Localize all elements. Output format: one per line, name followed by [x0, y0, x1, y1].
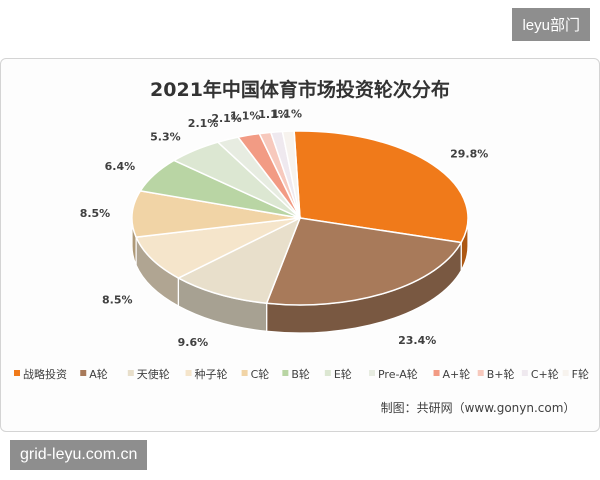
site-watermark: grid-leyu.com.cn	[10, 440, 148, 470]
legend-swatch-8	[433, 370, 440, 376]
legend-label-0: 战略投资	[23, 367, 67, 381]
data-label-2: 9.6%	[178, 336, 209, 349]
legend-label-9: B+轮	[487, 367, 515, 381]
slice-11	[281, 130, 301, 219]
data-label-3: 8.5%	[102, 294, 133, 307]
legend-label-2: 天使轮	[137, 367, 170, 381]
legend-label-10: C+轮	[531, 367, 559, 381]
legend-swatch-10	[521, 370, 528, 376]
data-label-11: 1.1%	[271, 107, 302, 120]
legend-swatch-11	[562, 370, 569, 376]
legend-swatch-9	[477, 370, 484, 376]
data-label-10: 1.1%	[258, 108, 289, 121]
legend-label-4: C轮	[251, 367, 270, 381]
data-label-7: 2.1%	[188, 117, 219, 130]
legend-label-1: A轮	[89, 367, 108, 381]
legend-label-5: B轮	[291, 367, 310, 381]
legend-swatch-7	[368, 370, 375, 376]
slice-2	[176, 216, 302, 305]
slice-4	[131, 190, 301, 238]
source-note: 制图：共研网（www.gonyn.com）	[381, 401, 576, 415]
legend-swatch-1	[80, 370, 87, 376]
data-label-1: 23.4%	[398, 334, 436, 347]
chart-title: 2021年中国体育市场投资轮次分布	[150, 78, 450, 101]
legend-swatch-4	[241, 370, 248, 376]
data-label-5: 6.4%	[105, 160, 136, 173]
pie-plot	[131, 130, 469, 334]
data-labels: 29.8%23.4%9.6%8.5%8.5%6.4%5.3%2.1%2.1%1.…	[80, 107, 489, 349]
legend-label-7: Pre-A轮	[378, 367, 418, 381]
slice-1	[265, 217, 463, 306]
legend-swatch-5	[282, 370, 289, 376]
legend-label-6: E轮	[334, 367, 352, 381]
legend-swatch-3	[185, 370, 192, 376]
data-label-9: 1.1%	[230, 109, 261, 122]
slice-0	[293, 130, 469, 244]
department-badge: leyu部门	[512, 8, 590, 41]
data-label-6: 5.3%	[150, 130, 181, 143]
legend-label-8: A+轮	[443, 367, 471, 381]
data-label-4: 8.5%	[80, 207, 111, 220]
legend-swatch-0	[14, 370, 20, 376]
data-label-8: 2.1%	[211, 112, 242, 125]
legend-swatch-6	[324, 370, 331, 376]
legend-label-3: 种子轮	[195, 367, 228, 381]
legend-swatch-2	[127, 370, 134, 376]
legend: 战略投资 A轮 天使轮 种子轮 C轮 B轮 E轮 Pre-A轮 A+轮 B+轮 C+轮 F轮	[14, 367, 589, 381]
data-label-0: 29.8%	[450, 148, 488, 161]
legend-label-11: F轮	[572, 367, 589, 381]
